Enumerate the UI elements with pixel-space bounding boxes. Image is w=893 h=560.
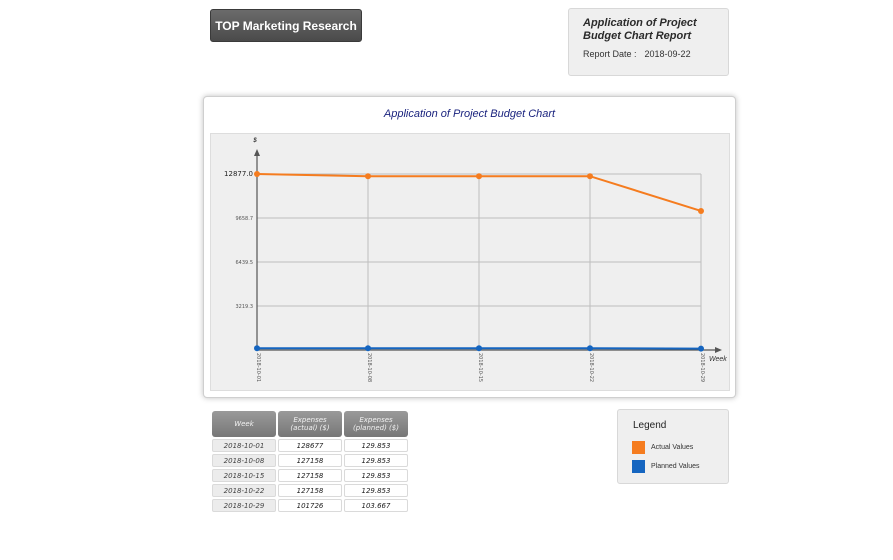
y-tick-label: 3219.3 — [236, 304, 254, 310]
cell-week: 2018-10-22 — [212, 484, 276, 497]
y-tick-label: 12877.0 — [224, 170, 253, 178]
x-tick-label: 2018-10-29 — [699, 353, 705, 382]
report-date-label: Report Date : — [583, 49, 637, 59]
cell-week: 2018-10-01 — [212, 439, 276, 452]
cell-actual: 101726 — [278, 499, 342, 512]
table-row: 2018-10-29 101726 103.667 — [212, 499, 408, 512]
cell-week: 2018-10-15 — [212, 469, 276, 482]
y-tick-label: 6439.5 — [236, 260, 254, 266]
x-axis-arrow — [715, 347, 722, 353]
legend-item-actual: Actual Values — [632, 441, 693, 454]
x-tick-label: 2018-10-01 — [255, 353, 261, 382]
column-header-actual: Expenses (actual) ($) — [278, 411, 342, 437]
column-header-week: Week — [212, 411, 276, 437]
cell-week: 2018-10-08 — [212, 454, 276, 467]
y-axis-label: $ — [252, 138, 257, 144]
brand-button[interactable]: TOP Marketing Research — [210, 9, 362, 42]
y-tick-label: 9658.7 — [236, 216, 254, 222]
data-point — [698, 345, 704, 352]
legend-box: Legend Actual Values Planned Values — [617, 409, 729, 484]
report-date: Report Date : 2018-09-22 — [583, 49, 714, 59]
cell-actual: 127158 — [278, 484, 342, 497]
cell-actual: 127158 — [278, 454, 342, 467]
legend-swatch-planned — [632, 460, 645, 473]
line-chart: $ Week 12877.0 9658.7 6439.5 3219.3 2018-10-01… — [224, 138, 727, 382]
report-date-value: 2018-09-22 — [644, 49, 691, 59]
table-row: 2018-10-22 127158 129.853 — [212, 484, 408, 497]
table-row: 2018-10-01 128677 129.853 — [212, 439, 408, 452]
x-tick-label: 2018-10-08 — [366, 353, 372, 382]
data-point — [365, 345, 371, 352]
data-point — [476, 345, 482, 352]
data-point — [698, 207, 704, 214]
chart-title: Application of Project Budget Chart — [383, 108, 556, 120]
report-title: Application of Project Budget Chart Repo… — [583, 17, 697, 42]
y-axis-arrow — [254, 149, 260, 156]
legend-label-planned: Planned Values — [651, 463, 700, 470]
cell-planned: 129.853 — [344, 469, 408, 482]
cell-actual: 128677 — [278, 439, 342, 452]
column-header-planned: Expenses (planned) ($) — [344, 411, 408, 437]
cell-planned: 129.853 — [344, 439, 408, 452]
cell-planned: 129.853 — [344, 454, 408, 467]
x-axis-label: Week — [709, 356, 727, 363]
cell-planned: 129.853 — [344, 484, 408, 497]
data-point — [365, 173, 371, 180]
table-header-row: Week Expenses (actual) ($) Expenses (pla… — [212, 411, 408, 437]
data-point — [587, 345, 593, 352]
legend-label-actual: Actual Values — [651, 444, 694, 451]
cell-actual: 127158 — [278, 469, 342, 482]
legend-swatch-actual — [632, 441, 645, 454]
chart-panel: Application of Project Budget Chart $ Wee… — [203, 96, 736, 398]
table-row: 2018-10-08 127158 129.853 — [212, 454, 408, 467]
data-point — [254, 345, 260, 352]
cell-week: 2018-10-29 — [212, 499, 276, 512]
x-tick-label: 2018-10-22 — [588, 353, 594, 382]
x-tick-label: 2018-10-15 — [477, 353, 483, 382]
legend-title: Legend — [633, 420, 667, 431]
data-point — [587, 173, 593, 180]
report-info-box: Application of Project Budget Chart Repo… — [568, 8, 729, 76]
data-point — [254, 171, 260, 177]
cell-planned: 103.667 — [344, 499, 408, 512]
data-table: Week Expenses (actual) ($) Expenses (pla… — [210, 409, 410, 514]
legend-item-planned: Planned Values — [632, 460, 700, 473]
table-row: 2018-10-15 127158 129.853 — [212, 469, 408, 482]
data-point — [476, 173, 482, 180]
